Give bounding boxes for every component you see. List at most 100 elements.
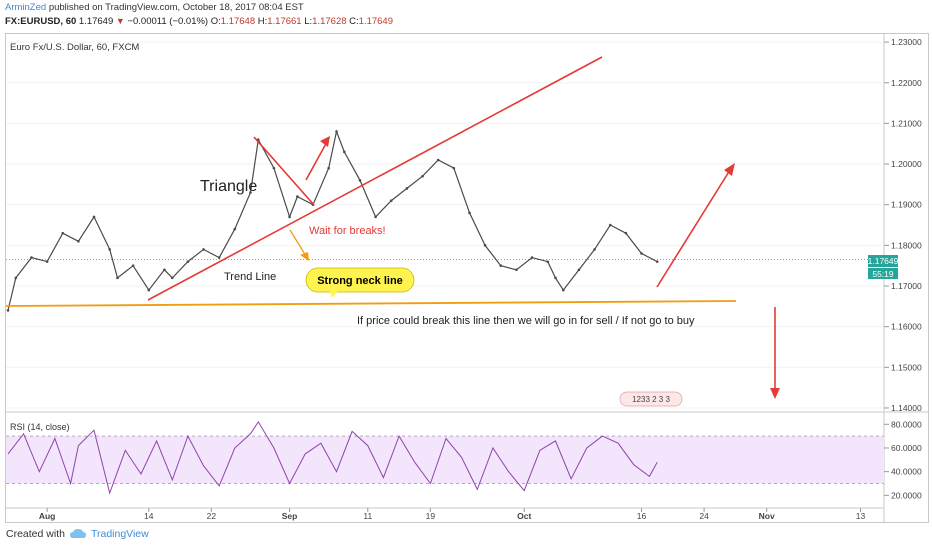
time-tick-label: 14 [144,511,154,521]
low-label: L: [304,16,313,27]
buy-arrow[interactable] [656,169,731,288]
price-point [358,179,362,182]
ticker-line: FX:EURUSD, 60 1.17649 ▼ −0.00011 (−0.01%… [5,16,393,27]
triangle-leg-line[interactable] [253,136,315,206]
price-point [624,231,628,235]
price-point [116,276,119,280]
price-point [14,276,18,280]
main-chart-title: Euro Fx/U.S. Dollar, 60, FXCM [10,42,139,53]
trend-line-annotation: Trend Line [224,271,276,283]
price-point [217,256,221,259]
price-change: −0.00011 (−0.01%) [127,16,209,27]
ascending-trend-line[interactable] [147,56,603,301]
open-label: O: [210,16,221,27]
price-point [554,276,557,280]
price-axis-ticks: 1.14000 1.15000 1.16000 1.17000 1.18000 1.190… [884,37,922,413]
rsi-axis-ticks: 20.0000 40.0000 60.0000 80.0000 [884,419,922,500]
price-point [249,191,252,194]
price-point [530,256,534,259]
price-point [405,187,409,190]
price-point [562,288,565,292]
price-tick-label: 1.23000 [891,37,922,47]
high-label: H: [257,16,268,27]
time-tick-label: 11 [363,511,372,521]
price-tick-label: 1.19000 [891,200,922,210]
price-point [452,166,456,170]
tradingview-cloud-icon [69,529,86,538]
price-tick-label: 1.16000 [891,322,922,332]
close-label: C: [349,16,359,27]
neck-line[interactable] [5,300,737,307]
wait-arrow[interactable] [289,229,307,257]
price-tick-label: 1.15000 [891,362,922,372]
rsi-title: RSI (14, close) [10,422,70,432]
created-with-label: Created with [6,528,65,540]
chart-frame [5,33,929,523]
time-axis-ticks: Aug 14 22 Sep 11 19 Oct 16 24 Nov 13 [39,508,866,521]
price-point [77,239,80,243]
price-point [421,174,424,178]
footer: Created with TradingView [6,528,149,540]
close-value: 1.17649 [358,16,393,27]
time-tick-label: Oct [517,511,531,521]
high-value: 1.17661 [267,16,302,27]
publish-info: published on TradingView.com, October 18… [48,2,304,13]
price-point [288,215,291,219]
rsi-band-fill [6,436,884,484]
rsi-line [7,420,658,495]
price-point [202,248,205,251]
ticker-symbol: FX:EURUSD, 60 [5,16,77,27]
time-tick-label: 19 [426,511,436,521]
price-point [640,252,643,255]
rsi-tick-label: 80.0000 [891,419,922,429]
countdown-tag-text: 55:19 [872,269,894,279]
price-point [272,166,276,170]
price-tick-label: 1.17000 [891,281,922,291]
price-point [593,248,596,251]
price-point [374,215,377,219]
price-tick-label: 1.21000 [891,118,922,128]
wait-arrow-head [300,252,309,261]
time-tick-label: Sep [282,511,298,521]
price-grid [6,41,884,409]
neck-line-callout-text: Strong neck line [317,275,403,287]
price-series [6,129,659,312]
price-tick-label: 1.14000 [891,403,922,413]
buy-arrow-head [724,163,735,176]
price-point [546,260,549,263]
price-point [655,260,659,263]
price-point [327,166,330,170]
price-tick-label: 1.18000 [891,240,922,250]
wait-annotation: Wait for breaks! [309,225,386,237]
countdown-tag [868,268,898,279]
events-badge[interactable] [619,391,683,407]
author-link[interactable]: ArminZed [5,2,47,13]
price-point [170,276,174,280]
neck-line-callout[interactable] [305,267,415,293]
price-point [468,211,471,215]
price-point [343,150,346,154]
price-point [30,256,33,259]
breakout-arrow[interactable] [305,139,329,181]
price-point [608,223,612,227]
price-point [483,244,487,247]
price-point [163,268,166,272]
price-point [389,199,393,202]
price-point [61,231,65,235]
price-tick-label: 1.20000 [891,159,922,169]
time-tick-label: 16 [637,511,647,521]
callout-pointer [330,291,338,298]
publish-header: ArminZed published on TradingView.com, O… [5,2,304,13]
time-tick-label: 22 [207,511,217,521]
last-price-tag [868,255,898,267]
low-value: 1.17628 [312,16,347,27]
down-arrow-icon: ▼ [115,16,125,26]
tradingview-link[interactable]: TradingView [90,528,149,540]
price-point [515,268,518,272]
triangle-annotation: Triangle [200,178,257,195]
events-badge-text: 1233 2 3 3 [632,395,670,404]
strategy-note: If price could break this line then we w… [357,315,695,327]
rsi-tick-label: 60.0000 [891,443,922,453]
time-tick-label: 13 [856,511,866,521]
